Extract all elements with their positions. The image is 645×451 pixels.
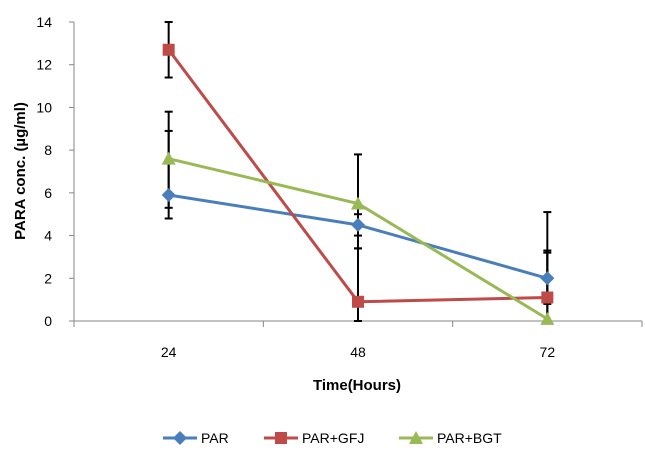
x-tick-label: 24 <box>161 344 177 360</box>
y-tick-label: 2 <box>44 270 52 286</box>
data-point <box>540 271 555 286</box>
data-point <box>161 151 176 165</box>
legend-swatch-marker <box>409 431 423 444</box>
legend-swatch-marker <box>275 432 287 444</box>
data-point <box>161 187 176 202</box>
data-point <box>351 217 365 232</box>
data-point <box>352 295 364 308</box>
y-tick-label: 4 <box>44 228 52 244</box>
legend-swatch-marker <box>173 431 187 445</box>
x-tick-labels: 24 48 72 <box>161 344 555 360</box>
y-tick-label: 10 <box>36 99 52 115</box>
data-point <box>162 43 175 56</box>
x-axis-title: Time(Hours) <box>313 377 401 394</box>
y-tick-label: 0 <box>44 313 52 329</box>
series-markers <box>161 43 555 325</box>
axes <box>69 21 643 327</box>
data-point <box>540 311 555 325</box>
x-tick-label: 48 <box>350 344 366 360</box>
legend-label: PAR+GFJ <box>302 430 364 446</box>
legend-label: PAR <box>201 430 229 446</box>
y-tick-label: 12 <box>36 57 52 73</box>
y-tick-label: 14 <box>36 14 52 30</box>
data-point <box>351 196 365 210</box>
legend: PAR PAR+GFJ PAR+BGT <box>163 430 502 446</box>
y-tick-label: 8 <box>44 142 52 158</box>
data-point <box>541 291 554 304</box>
y-tick-label: 6 <box>44 185 52 201</box>
y-axis-title: PARA conc. (µg/ml) <box>12 102 29 240</box>
legend-label: PAR+BGT <box>437 430 502 446</box>
y-tick-labels: 0 2 4 6 8 10 12 14 <box>36 14 52 329</box>
x-tick-label: 72 <box>540 344 556 360</box>
